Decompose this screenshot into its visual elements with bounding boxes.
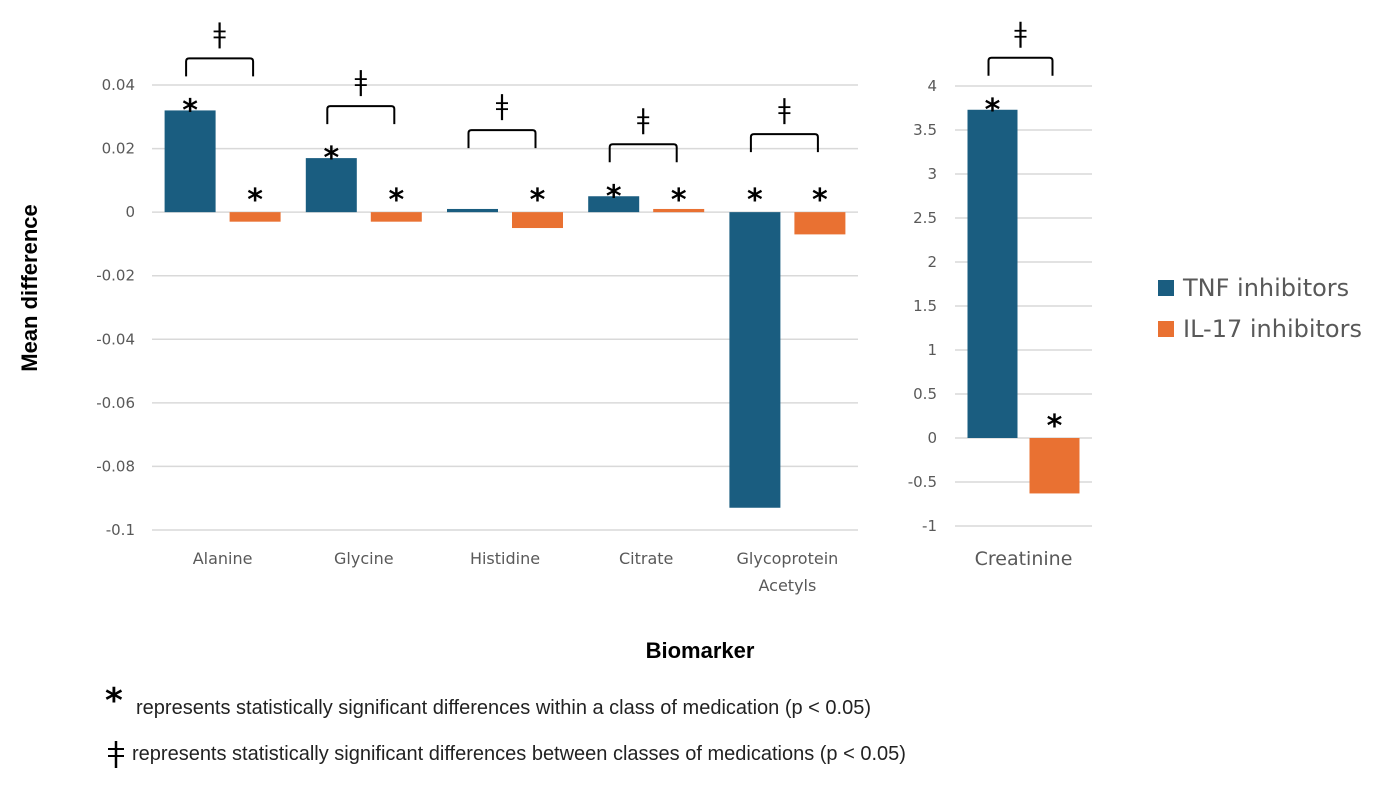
- y-tick-label: 0: [927, 429, 937, 447]
- right-panel: 4 3.5 3 2.5 2 1.5 1 0.5 0 -0.5 -1 * * Creatinine: [908, 21, 1092, 570]
- significance-asterisk: *: [606, 179, 622, 214]
- footnote-between-text: represents statistically significant dif…: [132, 743, 906, 765]
- significance-asterisk: *: [985, 93, 1001, 128]
- legend-label-il17: IL-17 inhibitors: [1183, 315, 1362, 343]
- significance-asterisk: *: [812, 183, 828, 218]
- x-category-label: Creatinine: [975, 548, 1073, 570]
- legend: TNF inhibitors IL-17 inhibitors: [1158, 274, 1362, 343]
- y-tick-label: 0: [125, 203, 135, 221]
- y-tick-label: 3.5: [913, 121, 937, 139]
- double-dagger-icon: [637, 108, 650, 135]
- y-tick-label: 2: [927, 253, 937, 271]
- asterisk-symbol: *: [105, 681, 123, 721]
- significance-bracket: [749, 133, 819, 153]
- legend-item-il17: IL-17 inhibitors: [1158, 315, 1362, 343]
- bar-il17-creatinine: [1029, 438, 1080, 494]
- double-dagger-icon: [778, 98, 791, 125]
- y-tick-label: -0.02: [96, 267, 135, 285]
- footnote-within-text: represents statistically significant dif…: [136, 697, 871, 719]
- significance-bracket: [608, 143, 678, 163]
- y-tick-label: -0.06: [96, 394, 135, 412]
- significance-asterisk: *: [1047, 409, 1063, 444]
- footnote-within: * represents statistically significant d…: [105, 681, 871, 721]
- x-category-label: Glycine: [334, 549, 394, 568]
- legend-swatch-tnf: [1158, 280, 1174, 296]
- significance-bracket: [326, 105, 396, 125]
- bar-tnf-glycoprotein-acetyls: [729, 212, 781, 508]
- bar-il17-histidine: [512, 212, 563, 229]
- bar-il17-glycine: [370, 212, 422, 222]
- significance-asterisk: *: [530, 183, 546, 218]
- y-tick-label: -0.08: [96, 457, 135, 475]
- footnote-between: represents statistically significant dif…: [108, 741, 906, 768]
- bar-tnf-creatinine: [967, 109, 1018, 438]
- x-category-label: Citrate: [619, 549, 673, 568]
- y-tick-label: 2.5: [913, 209, 937, 227]
- legend-label-tnf: TNF inhibitors: [1182, 274, 1349, 302]
- y-tick-label: -0.5: [908, 473, 937, 491]
- bar-il17-alanine: [229, 212, 281, 222]
- y-tick-label: -1: [922, 517, 937, 535]
- significance-bracket: [987, 56, 1054, 76]
- bar-tnf-histidine: [447, 208, 498, 213]
- significance-asterisk: *: [388, 183, 404, 218]
- legend-swatch-il17: [1158, 321, 1174, 337]
- y-axis-label: Mean difference: [17, 204, 42, 372]
- y-tick-label: 1.5: [913, 297, 937, 315]
- bar-tnf-glycine: [305, 158, 357, 213]
- y-tick-label: 1: [927, 341, 937, 359]
- x-axis-label: Biomarker: [646, 638, 755, 663]
- x-category-label: Glycoprotein: [737, 549, 839, 568]
- bar-tnf-alanine: [164, 110, 216, 213]
- significance-asterisk: *: [671, 183, 687, 218]
- double-dagger-icon: [1014, 21, 1027, 48]
- legend-item-tnf: TNF inhibitors: [1158, 274, 1349, 302]
- y-tick-label: 0.02: [102, 140, 135, 158]
- double-dagger-icon: [354, 70, 367, 97]
- significance-bracket: [185, 57, 255, 77]
- y-tick-label: -0.04: [96, 330, 135, 348]
- significance-asterisk: *: [182, 93, 198, 128]
- y-tick-label: 0.5: [913, 385, 937, 403]
- bar-il17-glycoprotein-acetyls: [794, 212, 846, 235]
- left-panel: 0.04 0.02 0 -0.02 -0.04 -0.06 -0.08 -0.1 * * Alani…: [96, 22, 858, 595]
- significance-bracket: [467, 129, 537, 149]
- significance-asterisk: *: [323, 141, 339, 176]
- double-dagger-symbol: [108, 741, 124, 768]
- significance-asterisk: *: [747, 183, 763, 218]
- double-dagger-icon: [213, 22, 226, 49]
- x-category-label: Acetyls: [758, 576, 816, 595]
- x-category-label: Alanine: [193, 549, 253, 568]
- footnotes: * represents statistically significant d…: [105, 681, 906, 768]
- bar-il17-citrate: [653, 208, 705, 213]
- double-dagger-icon: [496, 94, 508, 121]
- y-tick-label: 0.04: [102, 76, 135, 94]
- y-tick-label: -0.1: [106, 521, 135, 539]
- significance-asterisk: *: [247, 183, 263, 218]
- y-tick-label: 3: [927, 165, 937, 183]
- y-tick-label: 4: [927, 77, 937, 95]
- x-category-label: Histidine: [470, 549, 540, 568]
- bar-tnf-citrate: [588, 196, 640, 213]
